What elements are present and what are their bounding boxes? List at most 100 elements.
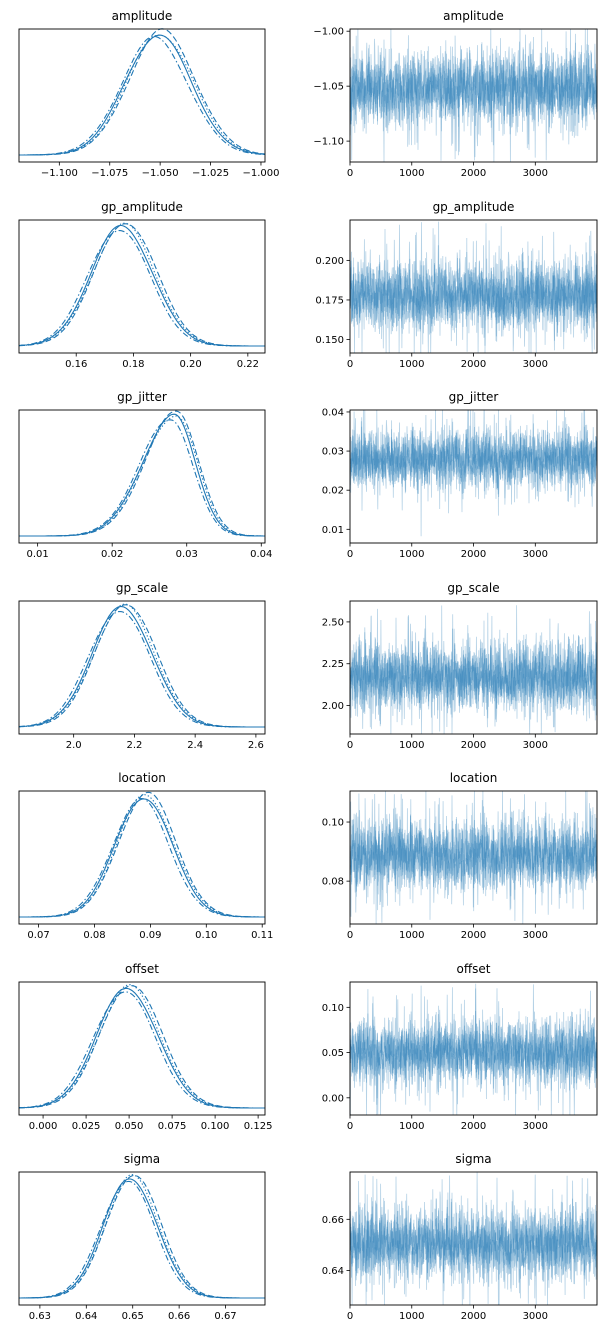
axes-box	[18, 219, 266, 354]
subplot-title: location	[450, 771, 498, 785]
x-tick-label: 1000	[399, 1311, 424, 1322]
y-tick-label: 2.50	[322, 617, 344, 628]
trace-line-chain-3	[349, 28, 598, 163]
x-tick-label: 2000	[461, 740, 486, 751]
y-tick-label: 0.05	[322, 1048, 344, 1059]
kde-curve-chain-3	[19, 222, 265, 347]
trace-line-chain-2	[349, 221, 598, 354]
kde-curve-chain-0	[19, 798, 265, 918]
x-tick-label: 1000	[399, 1121, 424, 1132]
x-tick-label: 2000	[461, 1311, 486, 1322]
kde-curve-chain-2	[19, 797, 265, 918]
y-tick-label: 2.25	[322, 659, 344, 670]
x-tick-label: −1.025	[192, 168, 229, 179]
kde-curve-chain-2	[18, 991, 265, 1109]
kde-curve-chain-1	[19, 28, 266, 156]
kde-curve-chain-3	[19, 984, 265, 1109]
axes-box	[18, 981, 266, 1116]
y-tick-label: 0.175	[315, 295, 344, 306]
x-tick-label: 2000	[461, 930, 486, 941]
y-tick-label: 0.200	[315, 256, 344, 267]
trace-line-chain-0	[349, 28, 598, 163]
kde-subplot-gp_amplitude: gp_amplitude 0.16 0.18 0.20 0.22	[18, 200, 266, 370]
x-tick-label: −1.100	[41, 168, 78, 179]
trace-line-chain-1	[349, 28, 598, 161]
x-tick-label: 2000	[461, 168, 486, 179]
y-tick-label: 0.150	[315, 335, 344, 346]
x-tick-label: 2.2	[126, 740, 142, 751]
kde-curve-chain-2	[19, 1180, 265, 1299]
trace-subplot-gp_scale: gp_scale 0 1000 2000 3000 2.50 2.25 2.00	[322, 581, 598, 751]
x-tick-label: 3000	[523, 1311, 548, 1322]
trace-line-chain-2	[349, 605, 598, 729]
kde-curve-chain-1	[19, 791, 265, 918]
trace-line-chain-0	[349, 790, 598, 925]
x-tick-label: 0.10	[195, 930, 217, 941]
x-tick-label: 0.63	[29, 1311, 51, 1322]
x-tick-label: 3000	[523, 549, 548, 560]
y-tick-label: 0.03	[322, 447, 344, 458]
x-tick-label: 0.01	[27, 549, 49, 560]
trace-line-chain-2	[349, 794, 598, 917]
x-tick-label: −1.050	[142, 168, 179, 179]
x-tick-label: 2.0	[66, 740, 82, 751]
x-tick-label: 1000	[399, 549, 424, 560]
trace-line-chain-0	[349, 409, 598, 537]
trace-line-chain-2	[349, 989, 598, 1116]
x-tick-label: 0	[347, 1121, 353, 1132]
x-tick-label: 3000	[523, 168, 548, 179]
y-tick-label: 0.64	[322, 1266, 344, 1277]
kde-curve-chain-2	[19, 35, 266, 156]
trace-subplot-sigma: sigma 0 1000 2000 3000 0.66 0.64	[322, 1152, 598, 1322]
x-tick-label: 0.11	[251, 930, 273, 941]
kde-curve-chain-1	[19, 985, 265, 1109]
x-tick-label: 0.08	[83, 930, 105, 941]
x-tick-label: 0.20	[179, 359, 201, 370]
trace-line-chain-2	[349, 1172, 598, 1306]
x-tick-label: −1.075	[91, 168, 128, 179]
kde-curve-chain-3	[19, 415, 265, 537]
y-tick-label: −1.00	[313, 27, 344, 38]
x-tick-label: 2000	[461, 359, 486, 370]
subplot-title: offset	[125, 962, 159, 976]
kde-curve-chain-3	[19, 34, 266, 156]
trace-line-chain-0	[349, 223, 598, 354]
trace-line-chain-1	[349, 409, 598, 516]
y-tick-label: 0.00	[322, 1093, 344, 1104]
trace-line-chain-3	[349, 790, 598, 925]
y-tick-label: −1.05	[313, 82, 344, 93]
trace-line-chain-3	[349, 988, 598, 1116]
y-tick-label: 0.04	[322, 407, 344, 418]
kde-curve-chain-3	[18, 603, 265, 728]
kde-curve-chain-3	[19, 794, 265, 918]
subplot-title: sigma	[455, 1152, 491, 1166]
axes-box	[18, 1171, 266, 1306]
kde-subplot-gp_jitter: gp_jitter 0.01 0.02 0.03 0.04	[18, 390, 272, 560]
trace-line-chain-3	[349, 1175, 598, 1306]
x-tick-label: 1000	[399, 168, 424, 179]
x-tick-label: 0.22	[237, 359, 259, 370]
subplot-title: offset	[457, 962, 491, 976]
x-tick-label: 0.09	[139, 930, 161, 941]
kde-subplot-location: location 0.07 0.08 0.09 0.10 0.11	[18, 771, 273, 941]
trace-line-chain-1	[349, 612, 598, 735]
y-tick-label: 0.10	[322, 1003, 344, 1014]
x-tick-label: 0.125	[244, 1121, 273, 1132]
x-tick-label: 0	[347, 168, 353, 179]
kde-curve-chain-0	[18, 987, 265, 1109]
trace-subplot-amplitude: amplitude 0 1000 2000 3000 −1.00 −1.05 −1.10	[313, 9, 598, 179]
kde-curve-chain-0	[19, 606, 265, 728]
x-tick-label: 0.66	[168, 1311, 190, 1322]
subplot-title: location	[118, 771, 166, 785]
x-tick-label: 0.075	[158, 1121, 187, 1132]
trace-subplot-gp_amplitude: gp_amplitude 0 1000 2000 3000 0.200 0.175 0.150	[315, 200, 598, 370]
x-tick-label: 0	[347, 740, 353, 751]
y-tick-label: 0.01	[322, 525, 344, 536]
x-tick-label: 0.025	[72, 1121, 101, 1132]
subplot-title: gp_jitter	[449, 390, 499, 404]
kde-curve-chain-3	[19, 1174, 265, 1299]
trace-line-chain-3	[349, 615, 598, 735]
x-tick-label: 0.04	[250, 549, 272, 560]
x-tick-label: 0.64	[75, 1311, 97, 1322]
x-tick-label: 0.050	[115, 1121, 144, 1132]
